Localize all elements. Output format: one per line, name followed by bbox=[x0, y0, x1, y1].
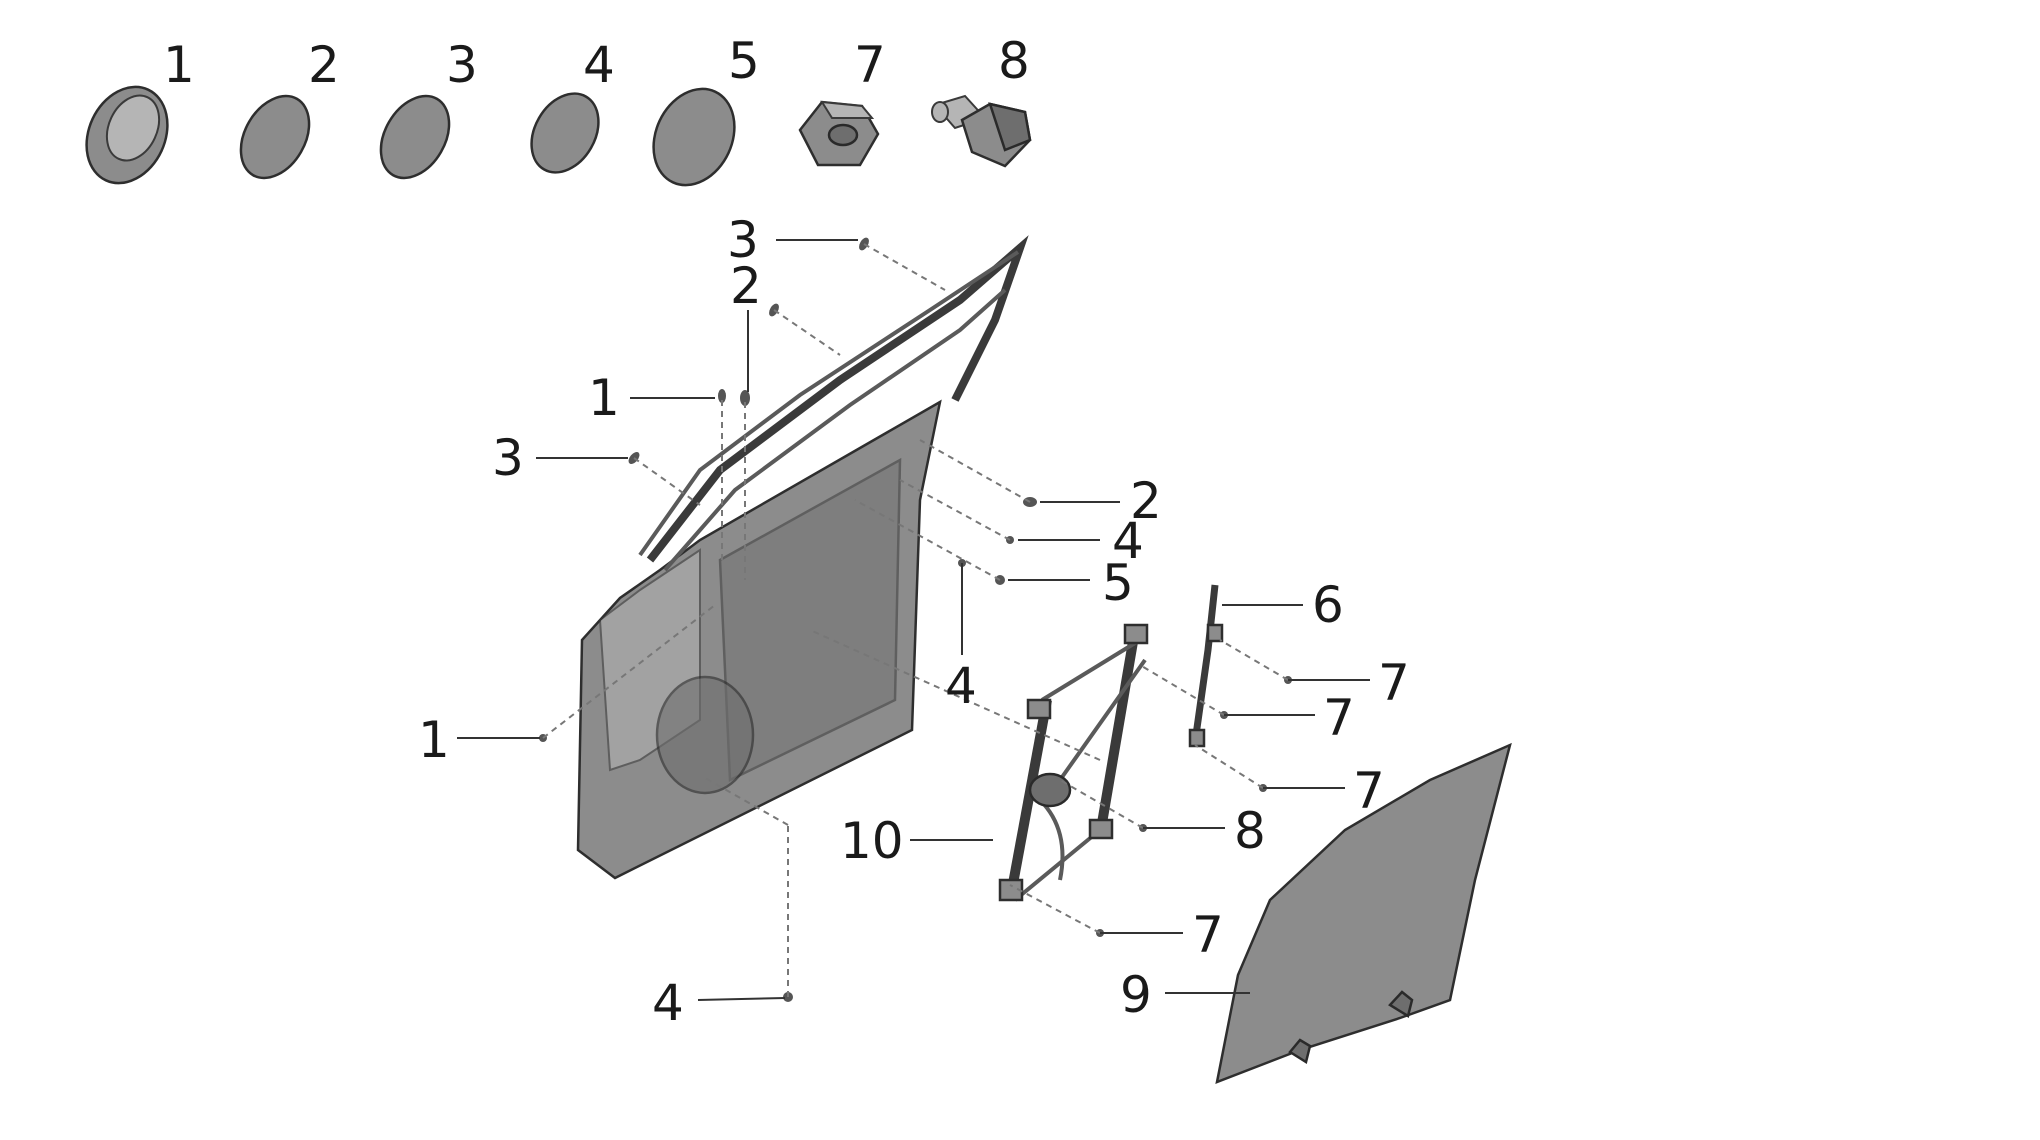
legend-number-7: 7 bbox=[854, 36, 886, 94]
callout-4-right: 4 bbox=[1112, 512, 1144, 570]
plug-4-icon bbox=[530, 92, 600, 174]
legend-item-3: 3 bbox=[379, 36, 478, 180]
callout-9: 9 bbox=[1120, 966, 1152, 1024]
glass-panel bbox=[1215, 742, 1512, 1084]
callout-8: 8 bbox=[1234, 802, 1266, 860]
callout-6: 6 bbox=[1312, 576, 1344, 634]
legend-item-1: 1 bbox=[85, 36, 195, 185]
legend-item-4: 4 bbox=[530, 36, 615, 174]
callout-3-top: 3 bbox=[727, 211, 759, 269]
callout-7-c: 7 bbox=[1353, 762, 1385, 820]
callout-2-top: 2 bbox=[730, 257, 762, 315]
callout-2-right: 2 bbox=[1130, 472, 1162, 530]
callout-10: 10 bbox=[840, 812, 904, 870]
door-shell bbox=[576, 235, 1029, 880]
bolt-icon bbox=[931, 94, 1032, 168]
solid-leaders bbox=[457, 239, 1370, 1001]
callout-5-right: 5 bbox=[1102, 554, 1134, 612]
legend-item-8: 8 bbox=[931, 32, 1032, 168]
callout-3-left: 3 bbox=[492, 429, 524, 487]
dashed-leaders bbox=[542, 243, 1289, 997]
callout-7-b: 7 bbox=[1323, 689, 1355, 747]
nut-icon bbox=[798, 100, 880, 167]
plug-3-icon bbox=[379, 94, 451, 180]
plug-5-icon bbox=[652, 87, 736, 187]
legend-number-1: 1 bbox=[163, 36, 195, 94]
plug-2-icon bbox=[239, 94, 311, 180]
callout-1-upper: 1 bbox=[588, 369, 620, 427]
callout-labels: 3 2 1 3 2 4 5 6 7 7 7 4 1 8 10 7 9 4 bbox=[418, 211, 1410, 1032]
legend-row: 1 2 3 4 5 7 bbox=[85, 32, 1032, 187]
legend-number-8: 8 bbox=[998, 32, 1030, 90]
window-frame bbox=[646, 235, 1029, 563]
callout-4-mid: 4 bbox=[945, 657, 977, 715]
legend-number-3: 3 bbox=[446, 36, 478, 94]
window-regulator bbox=[998, 623, 1149, 902]
legend-number-2: 2 bbox=[308, 36, 340, 94]
callout-1-lower: 1 bbox=[418, 711, 450, 769]
legend-number-4: 4 bbox=[583, 36, 615, 94]
callout-7-d: 7 bbox=[1192, 906, 1224, 964]
callout-4-bottom: 4 bbox=[652, 974, 684, 1032]
window-glass bbox=[1215, 742, 1512, 1084]
legend-item-7: 7 bbox=[798, 36, 886, 167]
legend-number-5: 5 bbox=[728, 32, 760, 90]
legend-item-2: 2 bbox=[239, 36, 340, 180]
callout-7-a: 7 bbox=[1378, 654, 1410, 712]
legend-item-5: 5 bbox=[652, 32, 760, 187]
run-channel bbox=[1188, 584, 1224, 748]
